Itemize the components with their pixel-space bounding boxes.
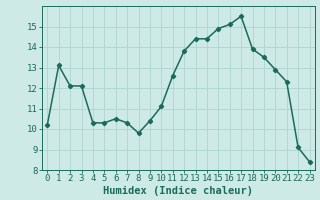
X-axis label: Humidex (Indice chaleur): Humidex (Indice chaleur) xyxy=(103,186,253,196)
